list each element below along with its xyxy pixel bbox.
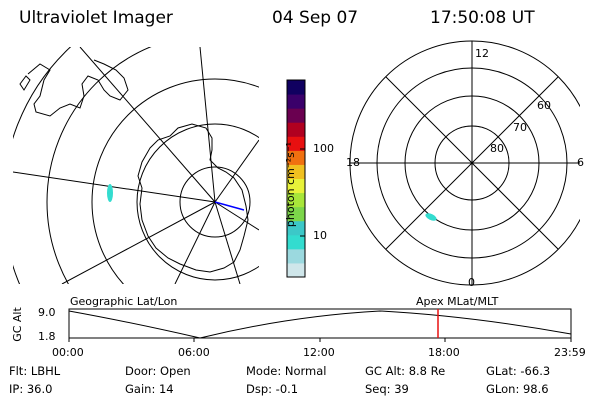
- color-bar-segment: [287, 150, 305, 165]
- mlat-label-60: 60: [537, 99, 551, 112]
- color-bar-segment: [287, 248, 305, 264]
- aurora-emission: [425, 213, 437, 221]
- color-bar-segment: [287, 262, 305, 278]
- longitude-line: [199, 47, 216, 203]
- info-seq: Seq: 39: [365, 382, 409, 396]
- longitude-line: [214, 201, 241, 284]
- island-outline: [19, 75, 31, 91]
- mlat-label-80: 80: [490, 142, 504, 155]
- latitude-circle: [179, 166, 251, 238]
- alt-tick-9: 9.0: [38, 306, 56, 319]
- color-bar-segment: [287, 192, 305, 208]
- magnetic-polar-plot: [349, 40, 580, 286]
- color-bar-segment: [287, 220, 305, 236]
- longitude-line: [61, 201, 216, 284]
- info-ip: IP: 36.0: [9, 382, 53, 396]
- nadir-marker: [214, 201, 245, 211]
- color-bar-tick-100: 100: [313, 142, 334, 155]
- mlat-label-70: 70: [513, 121, 527, 134]
- alt-x-ticks: [68, 338, 572, 342]
- longitude-line: [174, 201, 216, 284]
- color-bar-unit-label: photon cm⁻²s⁻¹: [284, 141, 298, 228]
- alt-plot-ylabel: GC Alt: [10, 307, 24, 342]
- color-bar-segment: [287, 108, 305, 123]
- mlt-label-6: 6: [577, 156, 584, 169]
- color-bar: [287, 80, 305, 278]
- info-glon: GLon: 98.6: [486, 382, 549, 396]
- longitude-line: [214, 201, 259, 231]
- alt-x-label: 23:59: [554, 346, 586, 359]
- mlt-label-18: 18: [346, 156, 360, 169]
- mlt-lines: [350, 41, 580, 285]
- latitude-circle: [136, 123, 259, 281]
- mlt-label-12: 12: [475, 47, 489, 60]
- color-bar-segment: [287, 80, 305, 95]
- longitude-line: [79, 47, 216, 203]
- time-label: 17:50:08 UT: [430, 8, 535, 28]
- date-label: 04 Sep 07: [272, 8, 359, 28]
- longitude-lines: [13, 47, 259, 284]
- info-gain: Gain: 14: [125, 382, 174, 396]
- info-gcalt: GC Alt: 8.8 Re: [365, 364, 446, 378]
- color-bar-tick-10: 10: [313, 229, 327, 242]
- alt-x-label: 18:00: [428, 346, 460, 359]
- mlt-line-diag: [385, 76, 559, 250]
- app-title: Ultraviolet Imager: [19, 8, 173, 28]
- latitude-circle: [91, 78, 259, 284]
- magnetic-panel-label: Apex MLat/MLT: [416, 295, 499, 308]
- color-bar-segment: [287, 206, 305, 222]
- info-glat: GLat: -66.3: [486, 364, 551, 378]
- color-bar-segment: [287, 122, 305, 137]
- alt-x-label: 00:00: [52, 346, 84, 359]
- color-bar-frame: [286, 79, 306, 278]
- mlt-label-0: 0: [468, 276, 475, 289]
- latitude-circles: [13, 47, 259, 284]
- alt-x-label: 12:00: [303, 346, 335, 359]
- longitude-line: [13, 171, 216, 203]
- alt-x-label: 06:00: [178, 346, 210, 359]
- info-flt: Flt: LBHL: [9, 364, 61, 378]
- latitude-circle: [46, 47, 152, 284]
- antarctica-outline: [137, 123, 249, 273]
- geographic-panel-label: Geographic Lat/Lon: [70, 295, 178, 308]
- australia-outline: [27, 59, 129, 117]
- info-door: Door: Open: [125, 364, 191, 378]
- info-mode: Mode: Normal: [246, 364, 327, 378]
- alt-tick-1-8: 1.8: [38, 330, 56, 343]
- info-dsp: Dsp: -0.1: [246, 382, 299, 396]
- aurora-emission: [107, 184, 113, 202]
- altitude-curve: [68, 310, 572, 339]
- geographic-map: [13, 47, 259, 284]
- alt-plot-frame: [68, 308, 572, 339]
- color-bar-segment: [287, 234, 305, 250]
- longitude-line: [214, 139, 259, 203]
- color-bar-segment: [287, 178, 305, 194]
- color-bar-segment: [287, 136, 305, 151]
- color-bar-segment: [287, 94, 305, 109]
- color-bar-segment: [287, 164, 305, 179]
